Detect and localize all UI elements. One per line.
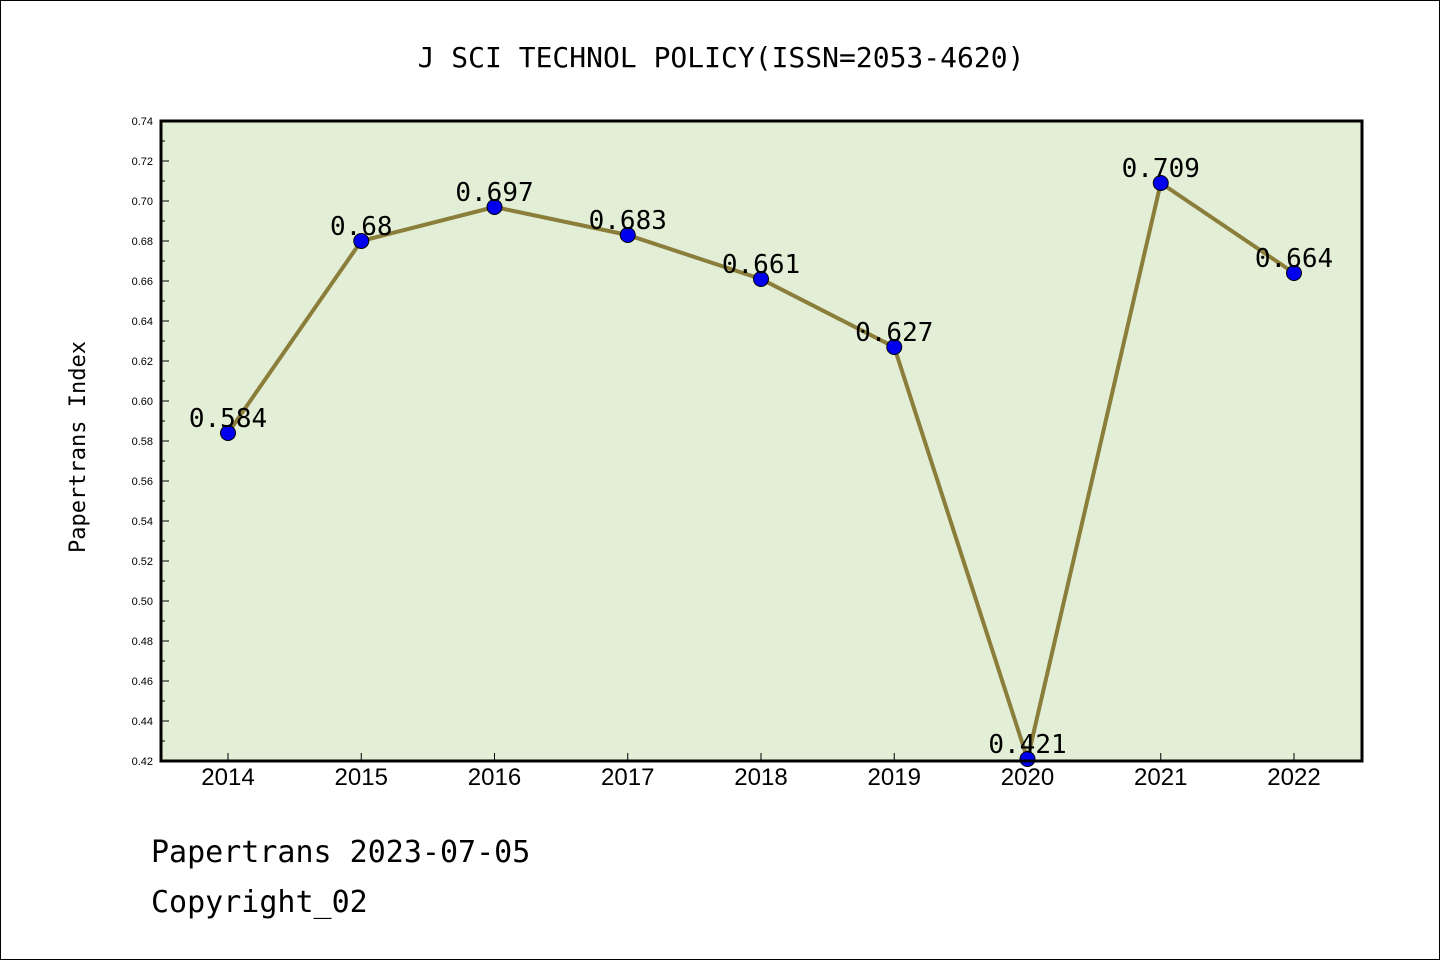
y-tick-label: 0.70 bbox=[132, 196, 153, 208]
data-point bbox=[1152, 175, 1169, 191]
y-tick-label: 0.48 bbox=[132, 636, 153, 648]
x-axis-ticks: 2014 2015 2016 2017 2018 2019 2020 2021 2022 bbox=[201, 753, 1321, 791]
chart-title: J SCI TECHNOL POLICY(ISSN=2053-4620) bbox=[418, 41, 1025, 74]
y-tick-label: 0.56 bbox=[132, 476, 153, 488]
data-label: 0.709 bbox=[1122, 154, 1200, 184]
x-tick-label: 2020 bbox=[1001, 764, 1054, 791]
footer-date-text: Papertrans 2023-07-05 bbox=[151, 835, 531, 870]
data-point bbox=[753, 271, 769, 287]
y-tick-label: 0.54 bbox=[132, 516, 153, 528]
y-tick-label: 0.52 bbox=[132, 556, 153, 568]
data-point bbox=[886, 339, 903, 355]
y-tick-label: 0.74 bbox=[132, 116, 153, 128]
x-tick-label: 2018 bbox=[734, 764, 787, 791]
data-point bbox=[1019, 751, 1036, 767]
plot-border bbox=[159, 119, 1364, 763]
y-tick-label: 0.64 bbox=[132, 316, 153, 328]
data-label: 0.683 bbox=[589, 206, 667, 236]
series-markers bbox=[220, 175, 1302, 767]
data-label: 0.421 bbox=[988, 730, 1066, 760]
y-tick-label: 0.60 bbox=[132, 396, 153, 408]
plot-area bbox=[161, 121, 1362, 761]
data-point bbox=[486, 199, 503, 215]
x-tick-label: 2017 bbox=[601, 764, 654, 791]
data-label: 0.661 bbox=[722, 250, 800, 280]
y-tick-label: 0.46 bbox=[132, 676, 153, 688]
y-tick-label: 0.68 bbox=[132, 236, 153, 248]
x-tick-label: 2021 bbox=[1134, 764, 1187, 791]
data-label: 0.664 bbox=[1255, 244, 1333, 274]
y-tick-label: 0.58 bbox=[132, 436, 153, 448]
y-tick-label: 0.44 bbox=[132, 716, 153, 728]
x-tick-label: 2016 bbox=[468, 764, 521, 791]
data-point bbox=[1286, 265, 1302, 281]
y-tick-label: 0.66 bbox=[132, 276, 153, 288]
data-point bbox=[353, 233, 370, 249]
y-tick-label: 0.62 bbox=[132, 356, 153, 368]
y-tick-label: 0.50 bbox=[132, 596, 153, 608]
data-label: 0.68 bbox=[330, 212, 393, 242]
data-point bbox=[619, 227, 636, 243]
x-tick-label: 2022 bbox=[1267, 764, 1320, 791]
x-tick-label: 2015 bbox=[335, 764, 388, 791]
y-tick-label: 0.42 bbox=[132, 756, 153, 768]
y-axis-label: Papertrans Index bbox=[66, 341, 91, 553]
data-label: 0.697 bbox=[455, 178, 533, 208]
y-tick-label: 0.72 bbox=[132, 156, 153, 168]
y-axis-ticks: 0.42 0.44 0.46 0.48 0.50 0.52 0.54 0.56 0.58 0.60… bbox=[132, 116, 169, 768]
data-label: 0.584 bbox=[189, 404, 267, 434]
data-label: 0.627 bbox=[855, 318, 933, 348]
footer-copyright-text: Copyright_02 bbox=[151, 885, 368, 920]
data-point bbox=[220, 425, 236, 441]
x-tick-label: 2019 bbox=[868, 764, 921, 791]
data-labels: 0.584 0.68 0.697 0.683 0.661 0.627 0.421 0.709 0… bbox=[189, 154, 1333, 760]
x-tick-label: 2014 bbox=[201, 764, 254, 791]
